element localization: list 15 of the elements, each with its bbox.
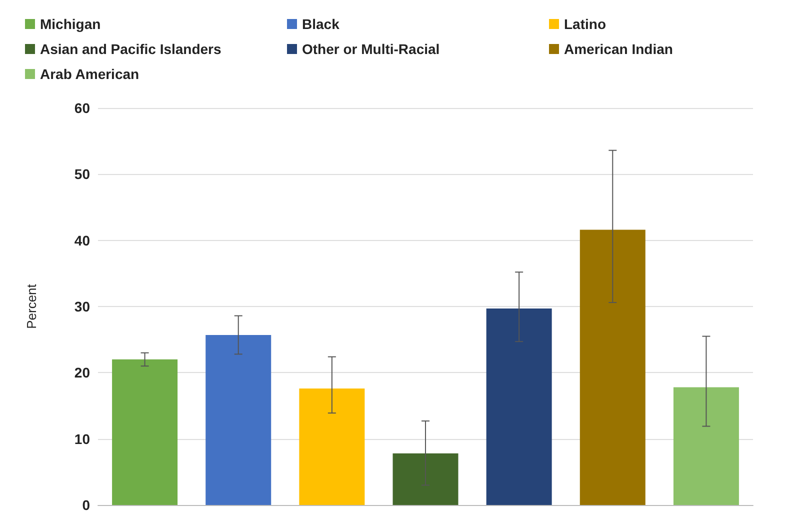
y-tick-label: 40 [74, 232, 90, 248]
y-tick-label: 30 [74, 298, 90, 314]
y-tick-label: 50 [74, 166, 90, 182]
y-tick-label: 0 [82, 497, 90, 513]
legend-label: Black [302, 16, 340, 32]
y-tick-label: 60 [74, 100, 90, 116]
y-axis-title: Percent [24, 284, 39, 329]
legend-label: Latino [564, 16, 606, 32]
legend-label: Other or Multi-Racial [302, 41, 440, 57]
y-tick-label: 20 [74, 364, 90, 381]
legend-label: American Indian [564, 41, 673, 57]
y-tick-label: 10 [74, 430, 90, 447]
legend-label: Michigan [40, 16, 101, 32]
legend-label: Asian and Pacific Islanders [40, 41, 222, 57]
legend-label: Arab American [40, 66, 140, 82]
